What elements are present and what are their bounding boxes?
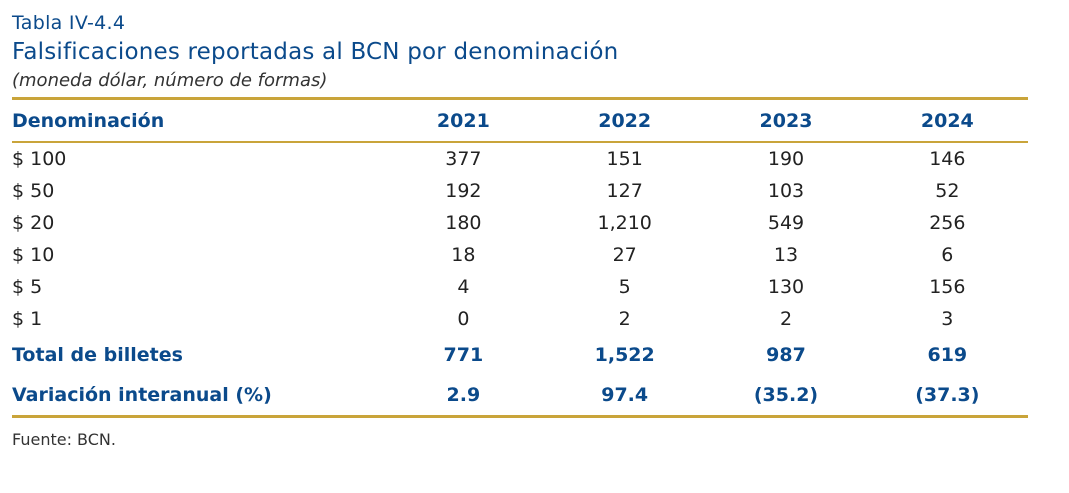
table-cell: 377 xyxy=(445,148,482,170)
variation-cell: (35.2) xyxy=(753,384,819,406)
row-label: $ 50 xyxy=(12,180,55,202)
table-cell: 190 xyxy=(767,148,805,170)
row-label: $ 10 xyxy=(12,244,55,266)
table-cell: 2 xyxy=(618,308,631,330)
source-note: Fuente: BCN. xyxy=(12,430,116,449)
table-row: $ 10 18 27 13 6 xyxy=(12,239,1028,271)
table-row: $ 5 4 5 130 156 xyxy=(12,271,1028,303)
variation-cell: (37.3) xyxy=(915,384,980,406)
table-cell: 156 xyxy=(929,276,966,298)
column-header-2024: 2024 xyxy=(920,109,974,132)
column-header-denomination: Denominación xyxy=(12,109,165,132)
table-cell: 130 xyxy=(767,276,805,298)
table-row: $ 100 377 151 190 146 xyxy=(12,142,1028,175)
table-cell: 2 xyxy=(779,308,793,330)
variation-row: Variación interanual (%) 2.9 97.4 (35.2)… xyxy=(12,375,1028,417)
row-label: $ 1 xyxy=(12,308,43,330)
total-cell: 987 xyxy=(766,344,806,366)
table-row: $ 1 0 2 2 3 xyxy=(12,303,1028,335)
total-cell: 771 xyxy=(443,344,484,366)
table-subtitle: (moneda dólar, número de formas) xyxy=(12,70,328,91)
column-header-2023: 2023 xyxy=(759,109,813,132)
table-cell: 256 xyxy=(929,212,966,234)
table-label: Tabla IV-4.4 xyxy=(12,12,126,34)
variation-cell: 2.9 xyxy=(446,384,481,406)
row-label: $ 20 xyxy=(12,212,55,234)
table-figure: Tabla IV-4.4 Falsificaciones reportadas … xyxy=(12,10,1028,449)
table-cell: 0 xyxy=(457,308,470,330)
table-cell: 151 xyxy=(606,148,643,170)
counterfeit-table: Denominación 2021 2022 2023 2024 $ 100 3… xyxy=(12,97,1028,418)
table-cell: 52 xyxy=(935,180,960,202)
total-row: Total de billetes 771 1,522 987 619 xyxy=(12,335,1028,375)
table-cell: 27 xyxy=(612,244,637,266)
table-cell: 127 xyxy=(606,180,643,202)
variation-cell: 97.4 xyxy=(601,384,649,406)
total-cell: 1,522 xyxy=(594,344,655,366)
total-cell: 619 xyxy=(927,344,968,366)
table-row: $ 20 180 1,210 549 256 xyxy=(12,207,1028,239)
table-cell: 18 xyxy=(451,244,476,266)
table-cell: 192 xyxy=(445,180,482,202)
table-row: $ 50 192 127 103 52 xyxy=(12,175,1028,207)
table-cell: 103 xyxy=(767,180,805,202)
table-cell: 180 xyxy=(445,212,482,234)
table-title: Falsificaciones reportadas al BCN por de… xyxy=(12,39,619,65)
table-cell: 3 xyxy=(941,308,954,330)
table-cell: 5 xyxy=(618,276,631,298)
column-header-2021: 2021 xyxy=(436,109,490,132)
table-cell: 13 xyxy=(773,244,799,266)
total-label: Total de billetes xyxy=(12,344,183,366)
table-cell: 1,210 xyxy=(597,212,652,234)
table-cell: 6 xyxy=(941,244,954,266)
header-row: Denominación 2021 2022 2023 2024 xyxy=(12,98,1028,142)
variation-label: Variación interanual (%) xyxy=(12,384,272,406)
table-cell: 4 xyxy=(457,276,470,298)
column-header-2022: 2022 xyxy=(598,109,652,132)
row-label: $ 100 xyxy=(12,148,67,170)
table-cell: 146 xyxy=(929,148,966,170)
table-cell: 549 xyxy=(767,212,805,234)
row-label: $ 5 xyxy=(12,276,43,298)
